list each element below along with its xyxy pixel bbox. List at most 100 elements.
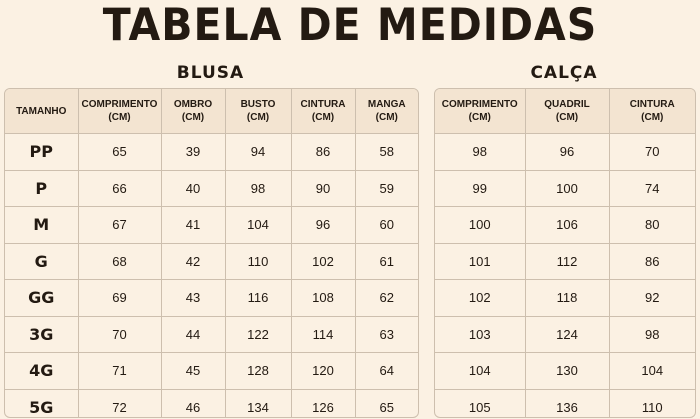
measurement-cell: 41 [160,206,226,244]
table-row: 5G 72 46 134 126 65 [5,388,418,417]
measurement-cell: 43 [160,279,226,317]
blusa-column-header: OMBRO (CM) [160,89,226,134]
measurement-cell: 120 [290,352,356,390]
blusa-header-row: TAMANHO COMPRIMENTO (CM) OMBRO (CM) BUSTO (CM)… [5,89,418,134]
measurement-cell: 118 [524,279,610,317]
measurement-cell: 63 [354,315,418,353]
measurement-cell: 112 [524,242,610,280]
calca-table-body: 98 96 70 99 100 74 100 106 80 101 112 86 102 118 92 103… [435,133,695,417]
measurement-cell: 94 [224,133,292,171]
size-label: GG [5,279,79,317]
measurement-cell: 100 [435,206,526,244]
size-label: P [5,169,79,207]
measurement-cell: 96 [524,133,610,171]
measurement-cell: 100 [524,169,610,207]
table-row: 104 130 104 [435,352,695,390]
table-row: GG 69 43 116 108 62 [5,279,418,317]
measurement-cell: 104 [224,206,292,244]
measurement-cell: 124 [524,315,610,353]
header-label: QUADRIL [544,99,590,110]
blusa-section-title: BLUSA [176,63,245,83]
header-label: CINTURA [300,99,346,110]
measurement-cell: 39 [160,133,226,171]
measurement-cell: 130 [524,352,610,390]
header-unit: (CM) [181,112,205,123]
blusa-table-panel: TAMANHO COMPRIMENTO (CM) OMBRO (CM) BUSTO (CM)… [4,88,419,418]
blusa-table-body: PP 65 39 94 86 58 P 66 40 98 90 59 M 67 41 104 96 60 G 68 42… [5,133,418,417]
blusa-size-table: TAMANHO COMPRIMENTO (CM) OMBRO (CM) BUSTO (CM)… [5,89,418,417]
size-label: 5G [5,388,79,417]
measurement-cell: 68 [77,242,162,280]
measurement-cell: 101 [435,242,526,280]
measurement-cell: 70 [77,315,162,353]
measurement-cell: 86 [290,133,356,171]
header-label: BUSTO [240,99,276,110]
measurement-cell: 66 [77,169,162,207]
header-label: OMBRO [173,99,213,110]
measurement-cell: 40 [160,169,226,207]
measurement-cell: 114 [290,315,356,353]
measurement-cell: 106 [524,206,610,244]
table-row: 102 118 92 [435,279,695,317]
measurement-cell: 90 [290,169,356,207]
blusa-column-header: TAMANHO [5,89,79,134]
measurement-cell: 74 [608,169,695,207]
calca-column-header: COMPRIMENTO (CM) [435,89,526,134]
measurement-cell: 70 [608,133,695,171]
measurement-cell: 102 [290,242,356,280]
blusa-column-header: COMPRIMENTO (CM) [77,89,162,134]
header-unit: (CM) [375,112,398,123]
table-row: 98 96 70 [435,133,695,171]
measurement-cell: 136 [524,388,610,417]
measurement-cell: 58 [354,133,418,171]
measurement-cell: 65 [354,388,418,417]
header-unit: (CM) [108,112,131,123]
size-label: G [5,242,79,280]
measurement-cell: 128 [224,352,292,390]
table-row: 101 112 86 [435,242,695,280]
measurement-cell: 80 [608,206,695,244]
header-label: COMPRIMENTO [81,99,158,110]
measurement-cell: 122 [224,315,292,353]
measurement-cell: 72 [77,388,162,417]
blusa-column-header: BUSTO (CM) [224,89,292,134]
calca-header-row: COMPRIMENTO (CM) QUADRIL (CM) CINTURA (CM) [435,89,695,134]
table-row: 100 106 80 [435,206,695,244]
measurement-cell: 96 [290,206,356,244]
measurement-cell: 104 [435,352,526,390]
measurement-cell: 65 [77,133,162,171]
measurement-cell: 108 [290,279,356,317]
measurement-cell: 99 [435,169,526,207]
measurement-cell: 86 [608,242,695,280]
measurement-cell: 61 [354,242,418,280]
measurement-cell: 98 [435,133,526,171]
header-label: MANGA [367,99,406,110]
header-unit: (CM) [468,112,491,123]
measurement-cell: 103 [435,315,526,353]
measurement-cell: 98 [224,169,292,207]
measurement-cell: 126 [290,388,356,417]
table-row: 4G 71 45 128 120 64 [5,352,418,390]
blusa-column-header: MANGA (CM) [354,89,418,134]
measurement-cell: 62 [354,279,418,317]
table-row: 99 100 74 [435,169,695,207]
measurement-cell: 44 [160,315,226,353]
blusa-column-header: CINTURA (CM) [290,89,356,134]
size-label: 3G [5,315,79,353]
measurement-cell: 110 [224,242,292,280]
measurement-cell: 59 [354,169,418,207]
header-label: TAMANHO [16,105,67,117]
table-row: M 67 41 104 96 60 [5,206,418,244]
measurement-cell: 71 [77,352,162,390]
calca-column-header: QUADRIL (CM) [524,89,610,134]
measurement-cell: 105 [435,388,526,417]
measurement-cell: 45 [160,352,226,390]
table-row: G 68 42 110 102 61 [5,242,418,280]
measurement-cell: 102 [435,279,526,317]
header-label: COMPRIMENTO [441,99,518,110]
measurement-cell: 92 [608,279,695,317]
measurement-cell: 110 [608,388,695,417]
measurement-cell: 69 [77,279,162,317]
table-row: 3G 70 44 122 114 63 [5,315,418,353]
table-row: P 66 40 98 90 59 [5,169,418,207]
